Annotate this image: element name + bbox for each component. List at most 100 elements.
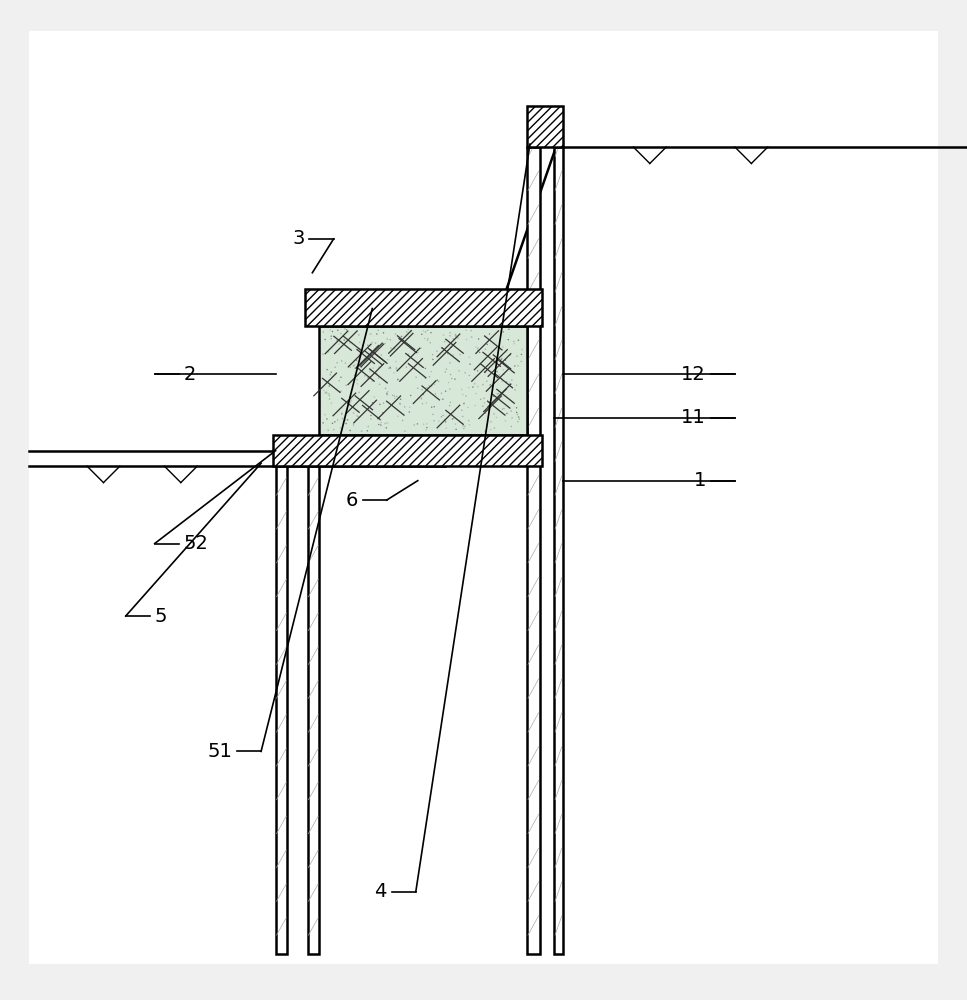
Point [454,387,470,403]
Point [495,339,511,355]
Point [490,386,506,402]
Point [378,420,394,436]
Point [499,405,514,421]
Point [377,416,393,432]
Point [389,354,404,370]
Point [402,399,418,415]
Point [458,388,474,404]
Point [363,363,378,379]
Point [453,347,468,363]
Point [354,359,369,375]
Point [478,405,493,421]
Point [437,364,453,380]
Point [349,408,365,424]
Point [426,399,442,415]
Point [505,410,520,426]
Point [496,362,512,378]
Text: 11: 11 [681,408,706,427]
Point [424,325,439,341]
Point [495,355,511,371]
Point [442,381,457,397]
Text: 6: 6 [345,490,358,510]
Point [488,367,504,383]
Point [321,386,337,402]
Point [318,384,334,400]
Point [376,325,392,341]
Point [475,377,490,393]
Point [378,415,394,431]
Bar [305,289,542,326]
Point [496,401,512,417]
Point [445,338,460,354]
Point [482,326,497,342]
Point [395,412,410,428]
Bar [319,326,527,435]
Point [380,384,396,400]
Point [334,405,349,421]
Point [364,326,379,342]
Point [333,420,348,436]
Point [381,360,396,376]
Point [340,412,356,428]
Point [327,414,342,430]
Point [442,355,457,371]
Point [478,364,493,380]
Point [348,412,364,428]
Point [338,416,354,432]
Point [425,351,441,367]
Point [390,371,405,387]
Point [392,395,407,411]
Point [343,392,359,408]
Point [508,382,523,398]
Point [323,364,338,380]
Point [416,386,431,402]
Point [468,339,484,355]
Point [416,323,431,339]
Point [414,391,429,407]
Point [366,360,381,376]
Point [512,411,527,427]
Point [400,322,416,338]
Point [499,374,514,390]
Point [373,417,389,433]
Point [334,383,349,399]
Point [403,341,419,357]
Point [461,380,477,396]
Point [322,378,337,394]
Point [365,335,380,351]
Point [339,322,355,338]
Point [439,361,454,377]
Text: 12: 12 [681,365,706,384]
Point [346,405,362,421]
Point [372,376,388,392]
Point [319,411,335,427]
Point [435,407,451,423]
Point [366,345,382,361]
Point [443,394,458,410]
Point [370,322,386,338]
Point [380,352,396,368]
Point [371,370,387,386]
Point [446,347,461,363]
Point [444,370,459,386]
Point [400,346,416,362]
Point [418,370,433,386]
Point [475,398,490,414]
Point [422,378,437,394]
Point [367,335,383,351]
Point [442,328,457,344]
Point [454,408,470,424]
Point [445,411,460,427]
Point [377,335,393,351]
Point [365,395,380,411]
Point [324,328,339,344]
Point [363,369,378,385]
Point [393,391,408,407]
Point [317,332,333,348]
Point [509,400,524,416]
Point [337,412,353,428]
Point [355,343,370,359]
Point [379,387,395,403]
Point [461,413,477,429]
Point [509,404,524,420]
